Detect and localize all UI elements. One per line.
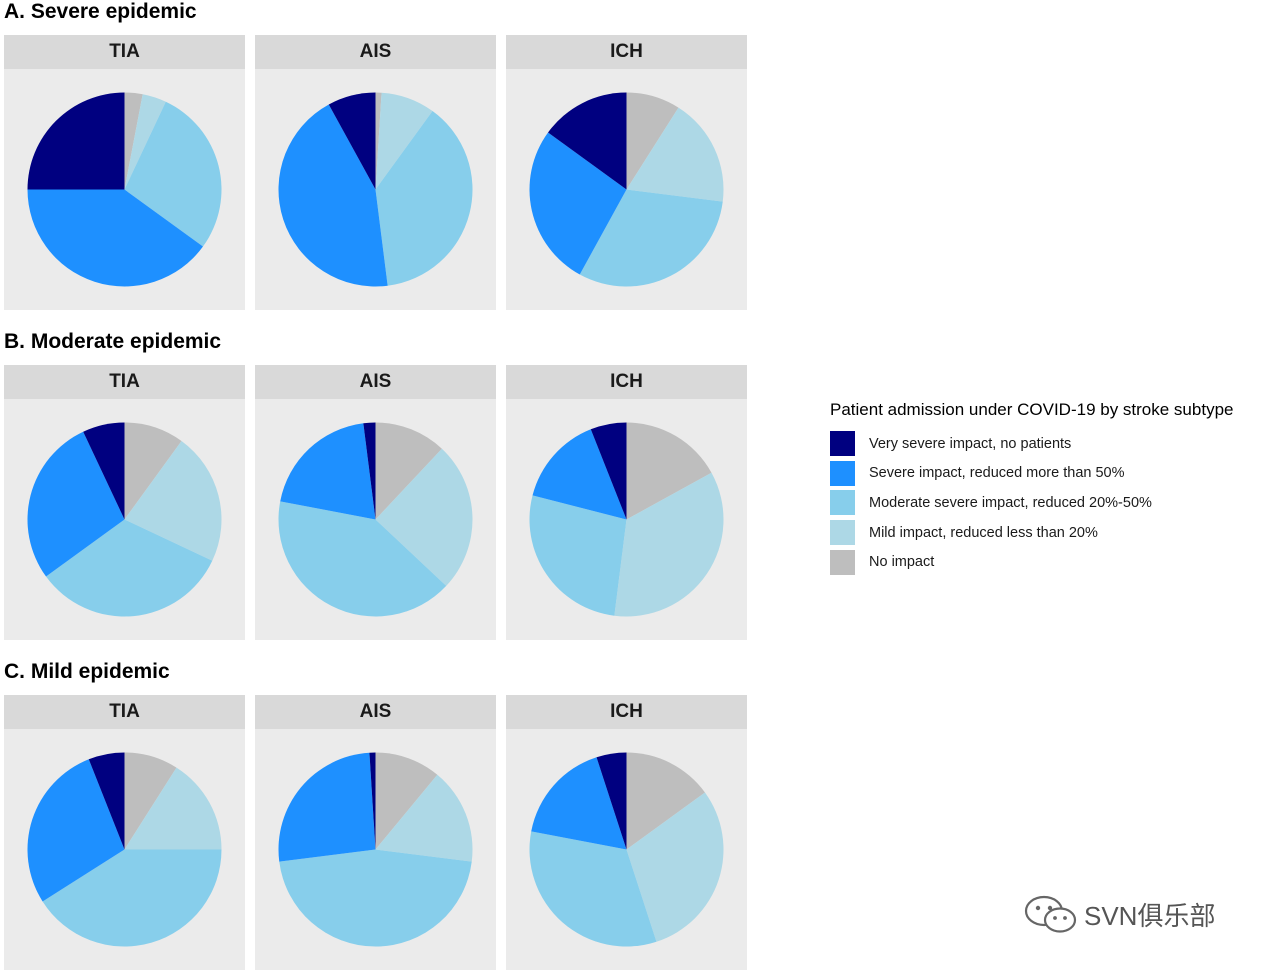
pie-slice-moderate-severe-impact-reduced-20-50	[579, 189, 723, 287]
pie-slice-very-severe-impact-no-patients	[590, 422, 627, 520]
section-title-severe: A. Severe epidemic	[4, 0, 197, 23]
pie-slice-moderate-severe-impact-reduced-20-50	[124, 101, 222, 247]
pie-chart-mild-ais	[278, 752, 473, 947]
wechat-icon	[1024, 895, 1077, 933]
facet-severe-tia: TIA	[4, 35, 245, 310]
pie-slice-severe-impact-reduced-more-than-50	[529, 132, 627, 275]
pie-slice-moderate-severe-impact-reduced-20-50	[279, 849, 472, 947]
pie-chart-moderate-tia	[27, 422, 222, 617]
legend-item-very-severe: Very severe impact, no patients	[830, 429, 1233, 459]
pie-slice-severe-impact-reduced-more-than-50	[278, 104, 388, 287]
facet-moderate-ich: ICH	[506, 365, 747, 640]
facet-moderate-tia: TIA	[4, 365, 245, 640]
legend-swatch	[830, 431, 855, 457]
pie-slice-moderate-severe-impact-reduced-20-50	[529, 831, 657, 947]
facet-severe-ich: ICH	[506, 35, 747, 310]
pie-slice-no-impact	[375, 752, 438, 850]
pie-chart-severe-ich	[529, 92, 724, 287]
legend-item-moderate-severe: Moderate severe impact, reduced 20%-50%	[830, 488, 1233, 518]
pie-slice-no-impact	[626, 422, 712, 520]
pie-slice-moderate-severe-impact-reduced-20-50	[529, 495, 627, 616]
pie-slice-very-severe-impact-no-patients	[548, 92, 627, 190]
pie-slice-no-impact	[375, 92, 382, 190]
pie-slice-severe-impact-reduced-more-than-50	[27, 431, 125, 577]
legend-swatch	[830, 460, 855, 486]
pie-slice-very-severe-impact-no-patients	[83, 422, 125, 520]
pie-slice-mild-impact-reduced-less-than-20	[124, 441, 222, 561]
pie-slice-very-severe-impact-no-patients	[27, 92, 125, 190]
facet-moderate-ais: AIS	[255, 365, 496, 640]
legend-label: Very severe impact, no patients	[869, 435, 1072, 452]
legend-item-no-impact: No impact	[830, 547, 1233, 577]
legend-label: Severe impact, reduced more than 50%	[869, 465, 1125, 482]
pie-chart-severe-ais	[278, 92, 473, 287]
pie-slice-mild-impact-reduced-less-than-20	[124, 767, 222, 850]
pie-slice-severe-impact-reduced-more-than-50	[280, 423, 376, 520]
pie-slice-very-severe-impact-no-patients	[328, 92, 376, 190]
facet-strip-label: TIA	[4, 695, 245, 729]
legend-swatch	[830, 520, 855, 546]
pie-slice-mild-impact-reduced-less-than-20	[375, 774, 473, 862]
pie-slice-severe-impact-reduced-more-than-50	[278, 752, 376, 862]
pie-chart-moderate-ich	[529, 422, 724, 617]
pie-slice-severe-impact-reduced-more-than-50	[27, 189, 203, 287]
pie-slice-mild-impact-reduced-less-than-20	[375, 448, 473, 586]
pie-chart-severe-tia	[27, 92, 222, 287]
legend-swatch	[830, 549, 855, 575]
pie-slice-mild-impact-reduced-less-than-20	[626, 107, 724, 202]
pie-slice-severe-impact-reduced-more-than-50	[27, 759, 125, 902]
pie-chart-mild-ich	[529, 752, 724, 947]
pie-slice-no-impact	[626, 752, 705, 850]
facet-mild-tia: TIA	[4, 695, 245, 970]
section-title-moderate: B. Moderate epidemic	[4, 330, 222, 353]
pie-slice-mild-impact-reduced-less-than-20	[626, 792, 724, 942]
facet-strip-label: ICH	[506, 695, 747, 729]
facet-severe-ais: AIS	[255, 35, 496, 310]
legend-label: No impact	[869, 554, 935, 571]
legend-item-severe: Severe impact, reduced more than 50%	[830, 459, 1233, 489]
legend: Patient admission under COVID-19 by stro…	[830, 399, 1233, 577]
legend-label: Moderate severe impact, reduced 20%-50%	[869, 494, 1152, 511]
facet-strip-label: AIS	[255, 35, 496, 69]
legend-item-mild: Mild impact, reduced less than 20%	[830, 518, 1233, 548]
pie-slice-moderate-severe-impact-reduced-20-50	[375, 111, 473, 286]
pie-slice-no-impact	[124, 422, 182, 520]
facet-strip-label: AIS	[255, 695, 496, 729]
pie-slice-mild-impact-reduced-less-than-20	[614, 472, 724, 617]
facet-strip-label: TIA	[4, 35, 245, 69]
legend-label: Mild impact, reduced less than 20%	[869, 524, 1098, 541]
pie-slice-no-impact	[124, 92, 143, 190]
facet-strip-label: AIS	[255, 365, 496, 399]
pie-chart-mild-tia	[27, 752, 222, 947]
pie-slice-mild-impact-reduced-less-than-20	[124, 94, 166, 190]
facet-mild-ich: ICH	[506, 695, 747, 970]
pie-slice-severe-impact-reduced-more-than-50	[532, 429, 627, 520]
facet-strip-label: TIA	[4, 365, 245, 399]
facet-strip-label: ICH	[506, 35, 747, 69]
watermark: SVN俱乐部	[1022, 894, 1215, 934]
pie-slice-no-impact	[375, 422, 442, 520]
legend-title: Patient admission under COVID-19 by stro…	[830, 400, 1234, 419]
section-title-mild: C. Mild epidemic	[4, 660, 170, 683]
pie-slice-mild-impact-reduced-less-than-20	[375, 92, 433, 190]
pie-slice-moderate-severe-impact-reduced-20-50	[42, 849, 222, 947]
facet-mild-ais: AIS	[255, 695, 496, 970]
pie-slice-no-impact	[124, 752, 177, 850]
pie-slice-no-impact	[626, 92, 679, 190]
facet-strip-label: ICH	[506, 365, 747, 399]
pie-chart-moderate-ais	[278, 422, 473, 617]
pie-slice-very-severe-impact-no-patients	[369, 752, 376, 850]
pie-slice-very-severe-impact-no-patients	[88, 752, 125, 850]
pie-slice-moderate-severe-impact-reduced-20-50	[46, 519, 213, 617]
pie-slice-very-severe-impact-no-patients	[363, 422, 376, 520]
watermark-text: SVN俱乐部	[1084, 900, 1216, 931]
pie-slice-moderate-severe-impact-reduced-20-50	[278, 501, 447, 617]
legend-swatch	[830, 490, 855, 516]
pie-slice-severe-impact-reduced-more-than-50	[531, 757, 627, 850]
pie-slice-very-severe-impact-no-patients	[596, 752, 627, 850]
